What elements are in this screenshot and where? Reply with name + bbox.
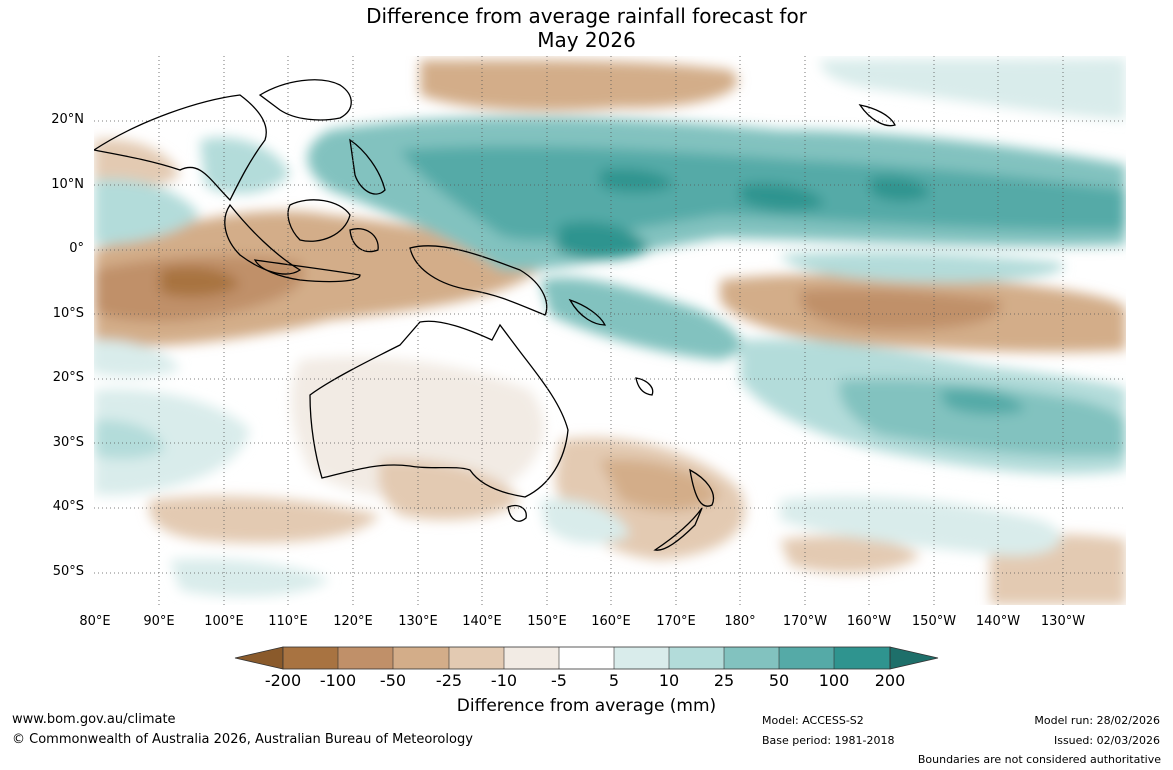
lon-label: 90°E [143, 614, 175, 629]
model-run-text: Model run: 28/02/2026 [1034, 714, 1160, 727]
colorbar-tick-label: -5 [551, 671, 567, 690]
lat-label: 10°S [52, 306, 84, 321]
lon-label: 160°W [846, 614, 892, 629]
map-title: Difference from average rainfall forecas… [0, 4, 1173, 52]
lat-label: 20°N [51, 112, 84, 127]
lon-label: 80°E [79, 614, 111, 629]
anomaly-field [94, 56, 1126, 605]
lon-label: 120°E [333, 614, 373, 629]
colorbar-tick-label: 10 [658, 671, 680, 690]
lon-label: 150°E [527, 614, 567, 629]
colorbar-tick-label: 5 [608, 671, 620, 690]
lon-label: 140°E [462, 614, 502, 629]
colorbar-tick-label: -25 [435, 671, 463, 690]
lon-label: 130°W [1040, 614, 1086, 629]
copyright-text: © Commonwealth of Australia 2026, Austra… [12, 732, 473, 747]
lat-label: 10°N [51, 177, 84, 192]
colorbar-tick-label: 100 [818, 671, 850, 690]
boundaries-disclaimer: Boundaries are not considered authoritat… [917, 753, 1161, 766]
colorbar-tick-label: -200 [264, 671, 302, 690]
lon-label: 140°W [975, 614, 1021, 629]
lat-label: 20°S [52, 370, 84, 385]
colorbar-tick-label: -100 [319, 671, 357, 690]
model-text: Model: ACCESS-S2 [762, 714, 864, 727]
issued-text: Issued: 02/03/2026 [1053, 734, 1160, 747]
website-link[interactable]: www.bom.gov.au/climate [12, 712, 176, 727]
colorbar-tick-label: -50 [379, 671, 407, 690]
colorbar-title: Difference from average (mm) [456, 696, 717, 716]
lon-label: 160°E [591, 614, 631, 629]
lon-label: 180° [724, 614, 756, 629]
colorbar-tick-label: -10 [490, 671, 518, 690]
lat-label: 0° [69, 241, 84, 256]
lat-label: 50°S [52, 564, 84, 579]
lat-label: 40°S [52, 499, 84, 514]
lon-label: 150°W [911, 614, 957, 629]
lon-label: 170°W [782, 614, 828, 629]
map-title-line1: Difference from average rainfall forecas… [366, 4, 807, 28]
colorbar-tick-label: 50 [768, 671, 790, 690]
colorbar-tick-label: 200 [874, 671, 906, 690]
lon-label: 100°E [204, 614, 244, 629]
colorbar-tick-label: 25 [713, 671, 735, 690]
lon-label: 130°E [398, 614, 438, 629]
colorbar [234, 646, 939, 670]
lon-label: 110°E [268, 614, 308, 629]
map-title-line2: May 2026 [537, 28, 636, 52]
lon-label: 170°E [656, 614, 696, 629]
lat-label: 30°S [52, 435, 84, 450]
graticule [94, 56, 1126, 605]
base-period-text: Base period: 1981-2018 [762, 734, 895, 747]
